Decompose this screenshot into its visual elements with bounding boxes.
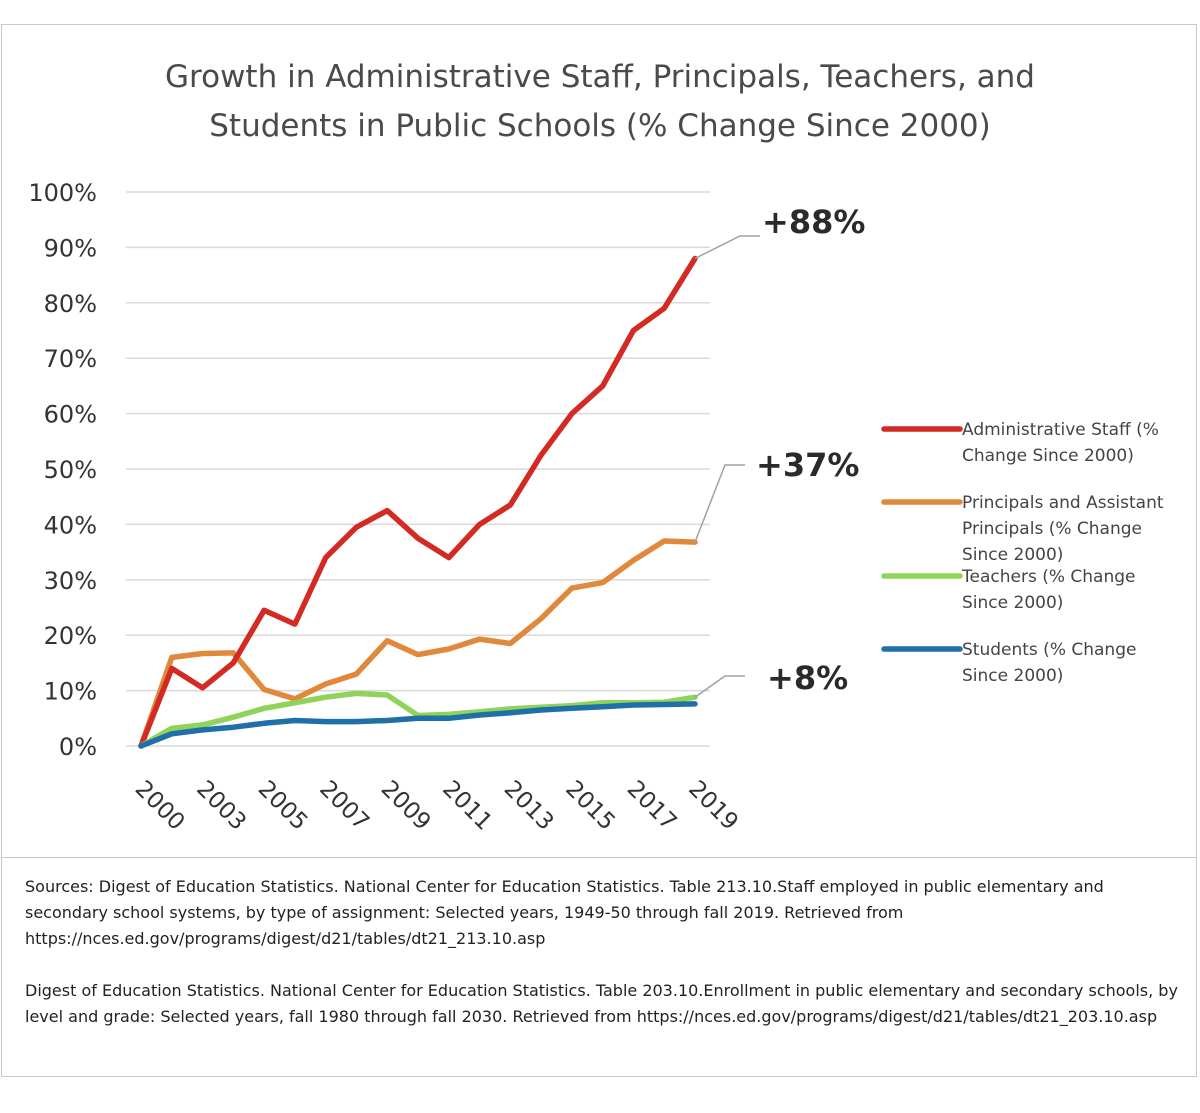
legend-label-teachers-1: Teachers (% Change <box>961 567 1135 587</box>
x-tick-label-2019: 2019 <box>683 776 743 836</box>
x-tick-label-2017: 2017 <box>622 776 682 836</box>
legend-label-students-2: Since 2000) <box>962 666 1063 686</box>
sources-panel: Sources: Digest of Education Statistics.… <box>1 857 1197 1077</box>
sources-paragraph-1: Sources: Digest of Education Statistics.… <box>25 877 1104 948</box>
chart-title-line-2: Students in Public Schools (% Change Sin… <box>209 108 991 144</box>
legend-label-principals-1: Principals and Assistant <box>962 493 1164 513</box>
x-tick-label-2009: 2009 <box>376 776 436 836</box>
legend-label-administrative-staff-1: Administrative Staff (% <box>962 420 1159 440</box>
line-chart: Growth in Administrative Staff, Principa… <box>28 59 1164 836</box>
legend-label-students-1: Students (% Change <box>962 640 1136 660</box>
legend-label-administrative-staff-2: Change Since 2000) <box>962 446 1134 466</box>
y-tick-label-30: 30% <box>44 567 97 595</box>
y-tick-label-0: 0% <box>59 733 97 761</box>
y-tick-label-80: 80% <box>44 290 97 318</box>
callout-leader-2 <box>694 464 745 543</box>
chart-title: Growth in Administrative Staff, Principa… <box>165 59 1035 144</box>
sources-paragraph-2: Digest of Education Statistics. National… <box>25 981 1178 1026</box>
y-tick-label-10: 10% <box>44 678 97 706</box>
legend-label-teachers-2: Since 2000) <box>962 593 1063 613</box>
x-axis-tick-labels: 2000 2003 2005 2007 2009 2011 2013 2015 2017 2019 <box>130 776 743 836</box>
x-tick-label-2007: 2007 <box>314 776 374 836</box>
series-line-administrative-staff <box>138 255 698 749</box>
callout-leader-1 <box>694 235 760 260</box>
callout-label-2: +37% <box>756 446 859 484</box>
gridlines <box>126 191 710 747</box>
callout-leader-3 <box>694 675 745 698</box>
series-line-students <box>138 701 698 749</box>
y-tick-label-50: 50% <box>44 456 97 484</box>
x-tick-label-2005: 2005 <box>253 776 313 836</box>
legend: Administrative Staff (% Change Since 2000… <box>881 420 1164 686</box>
legend-label-principals-3: Since 2000) <box>962 545 1063 565</box>
x-tick-label-2003: 2003 <box>191 776 251 836</box>
y-axis-tick-labels: 0% 10% 20% 30% 40% 50% 60% 70% 80% 90% 100% <box>28 179 97 761</box>
callout-label-3: +8% <box>767 659 848 697</box>
x-tick-label-2000: 2000 <box>130 776 190 836</box>
series-lines <box>138 255 698 749</box>
x-tick-label-2013: 2013 <box>499 776 559 836</box>
y-tick-label-90: 90% <box>44 234 97 262</box>
series-line-teachers <box>138 690 698 749</box>
callout-label-1: +88% <box>762 203 865 241</box>
y-tick-label-40: 40% <box>44 511 97 539</box>
y-tick-label-70: 70% <box>44 345 97 373</box>
y-tick-label-20: 20% <box>44 622 97 650</box>
series-line-principals <box>138 538 698 749</box>
y-tick-label-100: 100% <box>28 179 97 207</box>
y-tick-label-60: 60% <box>44 401 97 429</box>
chart-frame <box>1 24 1197 1077</box>
legend-label-principals-2: Principals (% Change <box>962 519 1142 539</box>
x-tick-label-2015: 2015 <box>560 776 620 836</box>
callouts: +88% +37% +8% <box>694 203 865 698</box>
x-tick-label-2011: 2011 <box>437 776 497 836</box>
chart-title-line-1: Growth in Administrative Staff, Principa… <box>165 59 1035 95</box>
